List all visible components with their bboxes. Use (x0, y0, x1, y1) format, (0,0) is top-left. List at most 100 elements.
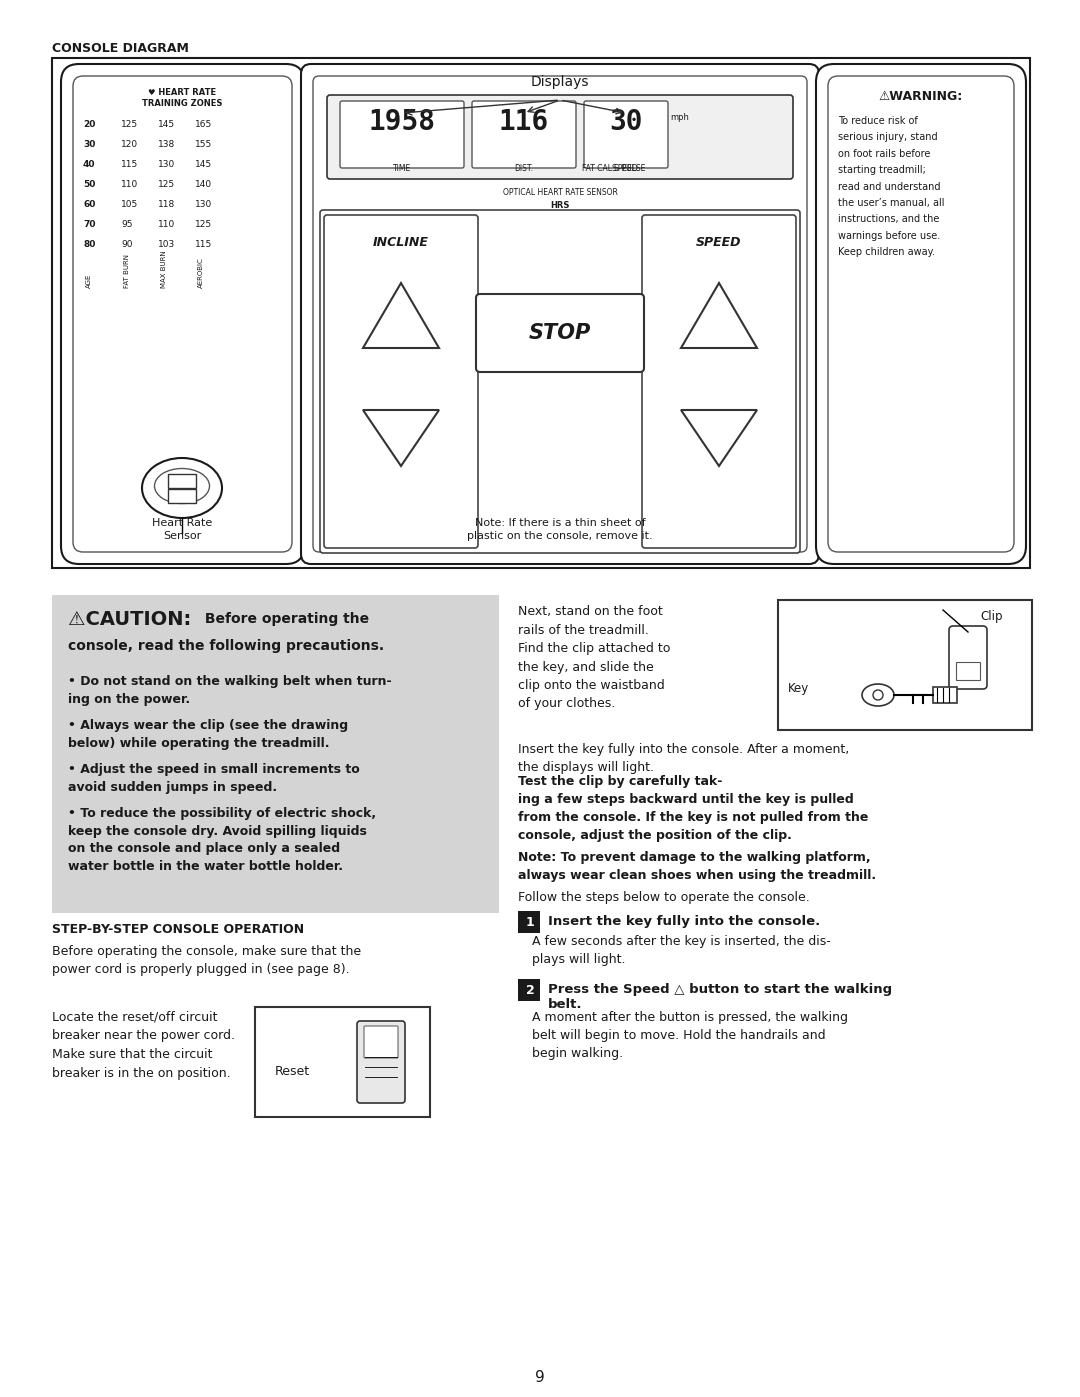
FancyBboxPatch shape (327, 95, 793, 179)
Text: ♥ HEART RATE
TRAINING ZONES: ♥ HEART RATE TRAINING ZONES (141, 88, 222, 108)
Text: 30: 30 (609, 108, 643, 136)
Polygon shape (363, 284, 438, 348)
Text: • Do not stand on the walking belt when turn-
ing on the power.: • Do not stand on the walking belt when … (68, 675, 392, 705)
FancyBboxPatch shape (642, 215, 796, 548)
FancyBboxPatch shape (313, 75, 807, 552)
Polygon shape (363, 409, 438, 467)
Bar (956, 662, 980, 680)
FancyBboxPatch shape (476, 293, 644, 372)
Text: 110: 110 (121, 180, 138, 189)
Text: 125: 125 (195, 219, 212, 229)
Text: 20: 20 (83, 120, 95, 129)
FancyBboxPatch shape (816, 64, 1026, 564)
Text: 125: 125 (121, 120, 138, 129)
Text: 120: 120 (121, 140, 138, 149)
FancyBboxPatch shape (828, 75, 1014, 552)
Text: STOP: STOP (529, 323, 591, 344)
Text: 103: 103 (158, 240, 175, 249)
Text: Reset: Reset (275, 1065, 310, 1078)
Text: 2: 2 (526, 983, 535, 996)
Bar (52, 595, 499, 914)
Bar (255, 1007, 430, 1118)
Text: TIME: TIME (393, 163, 411, 173)
Text: • Adjust the speed in small increments to
avoid sudden jumps in speed.: • Adjust the speed in small increments t… (68, 763, 360, 793)
Text: SPEED: SPEED (613, 163, 638, 173)
Text: INCLINE: INCLINE (373, 236, 429, 249)
Polygon shape (681, 284, 757, 348)
Text: 145: 145 (195, 161, 212, 169)
Text: Press the Speed △ button to start the walking
belt.: Press the Speed △ button to start the wa… (548, 983, 892, 1011)
FancyBboxPatch shape (584, 101, 669, 168)
FancyBboxPatch shape (364, 1025, 399, 1058)
Text: CONSOLE DIAGRAM: CONSOLE DIAGRAM (52, 42, 189, 54)
Text: 60: 60 (83, 200, 95, 210)
Text: STEP-BY-STEP CONSOLE OPERATION: STEP-BY-STEP CONSOLE OPERATION (52, 923, 305, 936)
Text: 140: 140 (195, 180, 212, 189)
Text: FAT BURN: FAT BURN (124, 254, 130, 288)
Text: ⚠CAUTION:: ⚠CAUTION: (68, 610, 191, 629)
FancyBboxPatch shape (60, 64, 303, 564)
Text: Insert the key fully into the console.: Insert the key fully into the console. (548, 915, 820, 928)
FancyBboxPatch shape (949, 626, 987, 689)
Text: • Always wear the clip (see the drawing
below) while operating the treadmill.: • Always wear the clip (see the drawing … (68, 719, 348, 750)
Ellipse shape (862, 685, 894, 705)
Text: Before operating the: Before operating the (200, 612, 369, 626)
Text: ⚠WARNING:: ⚠WARNING: (879, 89, 963, 103)
Text: 130: 130 (158, 161, 175, 169)
Text: Next, stand on the foot
rails of the treadmill.
Find the clip attached to
the ke: Next, stand on the foot rails of the tre… (518, 605, 671, 711)
Text: FAT CALS. PULSE: FAT CALS. PULSE (582, 163, 646, 173)
Text: 115: 115 (121, 161, 138, 169)
Text: 1958: 1958 (368, 108, 435, 136)
Text: 1: 1 (526, 915, 535, 929)
Text: 165: 165 (195, 120, 213, 129)
Text: 145: 145 (158, 120, 175, 129)
Text: 80: 80 (83, 240, 95, 249)
Text: mph: mph (670, 113, 689, 122)
Text: 110: 110 (158, 219, 175, 229)
Text: 130: 130 (195, 200, 213, 210)
Text: 118: 118 (158, 200, 175, 210)
Text: Heart Rate
Sensor: Heart Rate Sensor (152, 518, 212, 541)
Text: A moment after the button is pressed, the walking
belt will begin to move. Hold : A moment after the button is pressed, th… (532, 1011, 848, 1060)
FancyBboxPatch shape (472, 101, 576, 168)
Text: Note: If there is a thin sheet of
plastic on the console, remove it.: Note: If there is a thin sheet of plasti… (468, 518, 652, 541)
Text: Insert the key fully into the console. After a moment,
the displays will light.: Insert the key fully into the console. A… (518, 743, 849, 774)
Text: AEROBIC: AEROBIC (198, 257, 204, 288)
FancyBboxPatch shape (340, 101, 464, 168)
Bar (518, 979, 540, 1002)
Bar (168, 489, 195, 503)
Text: DIST.: DIST. (514, 163, 534, 173)
Text: Before operating the console, make sure that the
power cord is properly plugged : Before operating the console, make sure … (52, 944, 361, 977)
Text: 90: 90 (121, 240, 133, 249)
Text: HRS: HRS (551, 201, 569, 210)
Text: AGE: AGE (86, 274, 92, 288)
FancyBboxPatch shape (301, 64, 819, 564)
Text: Note: To prevent damage to the walking platform,
always wear clean shoes when us: Note: To prevent damage to the walking p… (518, 851, 876, 882)
Text: OPTICAL HEART RATE SENSOR: OPTICAL HEART RATE SENSOR (502, 189, 618, 197)
Polygon shape (681, 409, 757, 467)
Text: • To reduce the possibility of electric shock,
keep the console dry. Avoid spill: • To reduce the possibility of electric … (68, 807, 376, 873)
Text: 95: 95 (121, 219, 133, 229)
Text: SPEED: SPEED (697, 236, 742, 249)
Bar (778, 599, 1032, 731)
Ellipse shape (154, 468, 210, 503)
FancyBboxPatch shape (324, 215, 478, 548)
Text: 9: 9 (535, 1370, 545, 1384)
Ellipse shape (141, 458, 222, 518)
FancyBboxPatch shape (357, 1021, 405, 1104)
Text: 138: 138 (158, 140, 175, 149)
Text: Locate the reset/off circuit
breaker near the power cord.
Make sure that the cir: Locate the reset/off circuit breaker nea… (52, 1011, 235, 1080)
Bar (52, 59, 1030, 569)
Text: 40: 40 (83, 161, 95, 169)
Text: Key: Key (788, 682, 809, 694)
Text: 105: 105 (121, 200, 138, 210)
Text: Displays: Displays (530, 75, 590, 89)
Text: 155: 155 (195, 140, 213, 149)
Text: Clip: Clip (980, 610, 1002, 623)
Circle shape (873, 690, 883, 700)
FancyBboxPatch shape (320, 210, 800, 553)
Text: 116: 116 (499, 108, 549, 136)
Text: console, read the following precautions.: console, read the following precautions. (68, 638, 384, 652)
Text: 125: 125 (158, 180, 175, 189)
Text: Follow the steps below to operate the console.: Follow the steps below to operate the co… (518, 891, 810, 904)
